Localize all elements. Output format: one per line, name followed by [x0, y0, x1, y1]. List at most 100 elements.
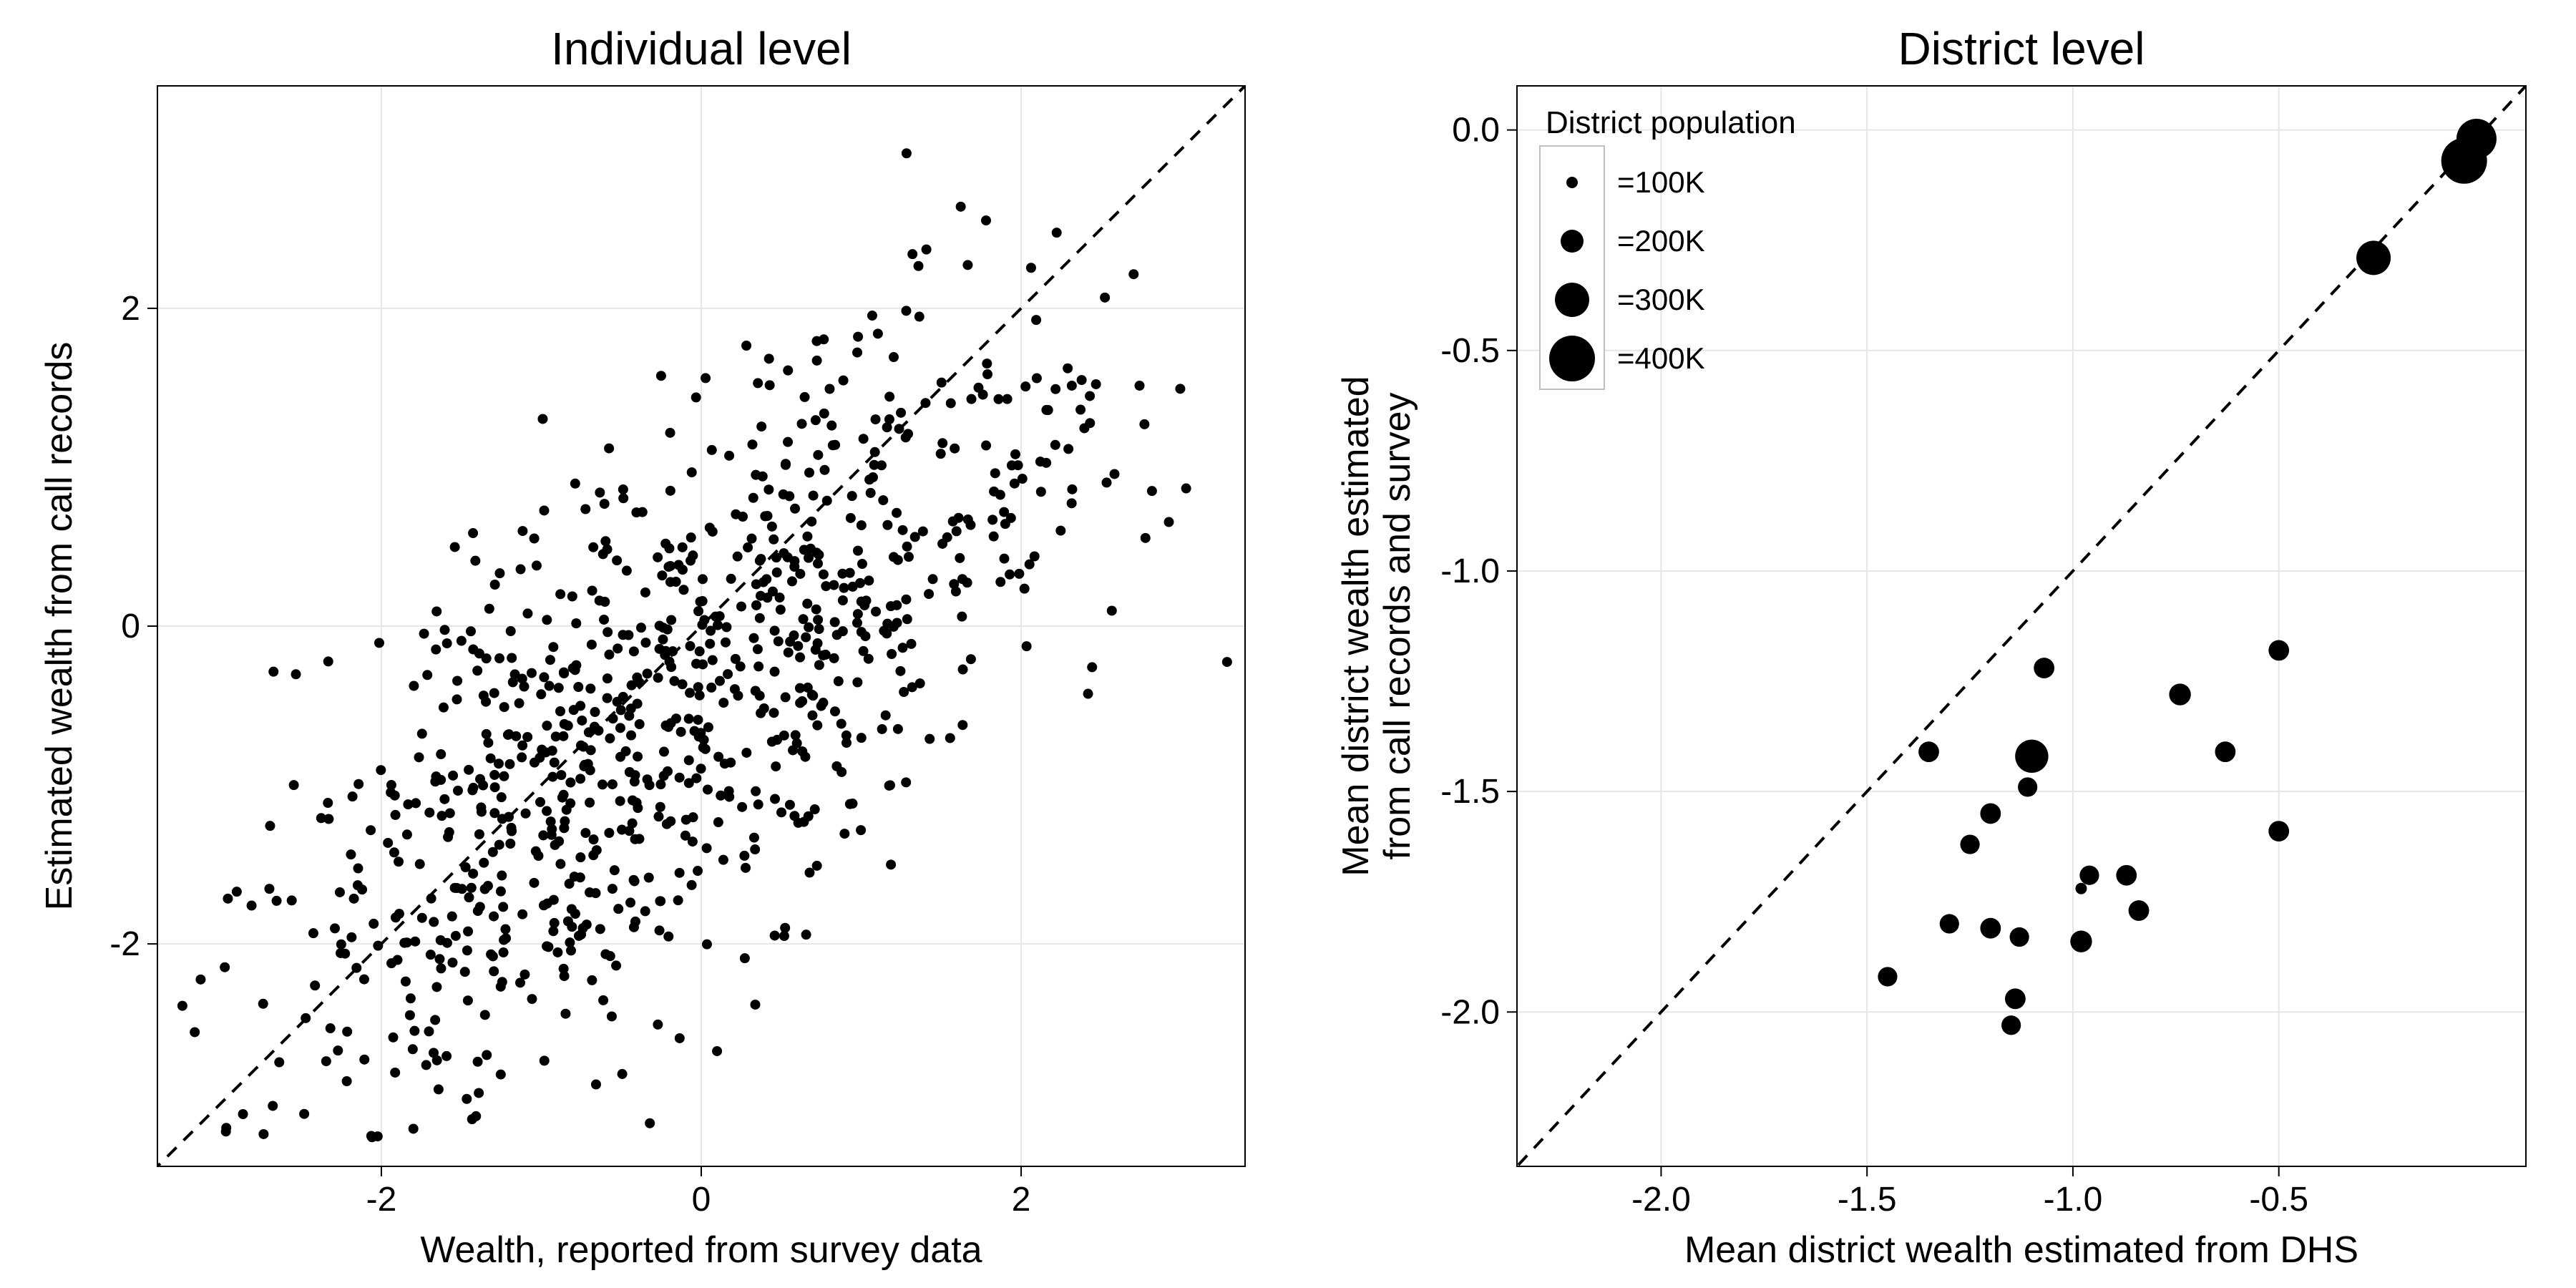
scatter-point [741, 341, 751, 351]
scatter-point [1013, 460, 1023, 470]
scatter-point [500, 924, 510, 935]
scatter-point [655, 925, 665, 935]
scatter-point [474, 648, 484, 658]
scatter-point [751, 600, 761, 610]
scatter-point [982, 358, 992, 369]
scatter-point [759, 703, 769, 713]
scatter-point [475, 902, 485, 912]
district-point [2268, 640, 2289, 660]
scatter-point [924, 734, 935, 744]
scatter-point [1107, 605, 1117, 615]
scatter-point [638, 507, 648, 517]
scatter-point [604, 650, 614, 660]
scatter-point [884, 781, 894, 791]
scatter-point [535, 797, 545, 807]
scatter-point [430, 1015, 440, 1025]
svg-text:-0.5: -0.5 [2249, 1181, 2308, 1219]
scatter-point [519, 681, 529, 691]
scatter-point [790, 504, 800, 514]
scatter-point [439, 625, 449, 635]
scatter-point [781, 459, 791, 469]
scatter-point [496, 887, 506, 897]
scatter-point [702, 940, 712, 950]
scatter-point [238, 1109, 248, 1119]
scatter-point [945, 733, 955, 743]
scatter-point [748, 633, 758, 643]
scatter-point [635, 719, 645, 729]
scatter-point [659, 747, 669, 757]
scatter-point [442, 638, 452, 648]
scatter-point [740, 953, 750, 963]
left-xlabel: Wealth, reported from survey data [420, 1229, 982, 1271]
scatter-point [756, 591, 766, 601]
scatter-point [712, 1046, 722, 1056]
scatter-point [1141, 533, 1151, 543]
scatter-point [419, 629, 429, 639]
svg-text:2: 2 [1012, 1181, 1031, 1219]
scatter-point [374, 638, 384, 648]
district-point [2268, 821, 2289, 841]
scatter-point [741, 748, 751, 758]
scatter-point [462, 1094, 472, 1104]
scatter-point [522, 732, 532, 742]
scatter-point [482, 1050, 492, 1060]
svg-text:2: 2 [121, 290, 140, 328]
scatter-point [584, 727, 594, 737]
scatter-point [853, 546, 863, 556]
scatter-point [391, 912, 401, 922]
scatter-point [636, 623, 646, 633]
scatter-point [567, 592, 577, 602]
scatter-point [504, 812, 514, 822]
scatter-point [978, 390, 988, 400]
scatter-point [557, 793, 567, 803]
scatter-point [809, 491, 819, 501]
scatter-point [804, 468, 814, 478]
scatter-point [575, 701, 585, 711]
scatter-point [663, 625, 673, 635]
scatter-point [468, 783, 478, 793]
scatter-point [770, 667, 780, 677]
scatter-point [559, 964, 569, 974]
scatter-point [684, 755, 694, 765]
scatter-point [736, 661, 746, 671]
scatter-point [785, 800, 795, 810]
scatter-point [776, 605, 786, 615]
scatter-point [494, 568, 504, 578]
scatter-point [536, 689, 546, 699]
scatter-point [542, 806, 552, 816]
scatter-point [568, 663, 578, 673]
scatter-point [838, 626, 848, 636]
scatter-point [434, 954, 444, 964]
scatter-point [795, 653, 805, 663]
scatter-point [892, 618, 902, 628]
scatter-point [831, 761, 841, 771]
scatter-point [598, 995, 608, 1005]
scatter-point [662, 819, 672, 829]
scatter-point [560, 816, 570, 826]
scatter-point [308, 928, 318, 938]
legend-label: =100K [1617, 165, 1705, 199]
scatter-point [957, 612, 967, 622]
scatter-point [763, 511, 773, 521]
scatter-point [914, 261, 924, 271]
scatter-point [807, 711, 817, 721]
svg-text:-2: -2 [366, 1181, 397, 1219]
scatter-point [610, 865, 620, 875]
scatter-point [1010, 479, 1020, 489]
scatter-point [829, 580, 839, 590]
scatter-point [330, 923, 340, 933]
legend-label: =200K [1617, 224, 1705, 258]
scatter-point [489, 688, 499, 698]
scatter-point [698, 574, 708, 584]
scatter-point [819, 465, 829, 475]
scatter-point [1055, 526, 1065, 536]
scatter-point [575, 774, 585, 784]
scatter-point [793, 641, 803, 651]
scatter-point [483, 738, 493, 748]
left-title: Individual level [551, 23, 852, 74]
scatter-point [902, 614, 912, 624]
scatter-point [713, 817, 723, 827]
scatter-point [655, 896, 665, 906]
scatter-point [802, 532, 812, 542]
scatter-point [684, 778, 694, 788]
